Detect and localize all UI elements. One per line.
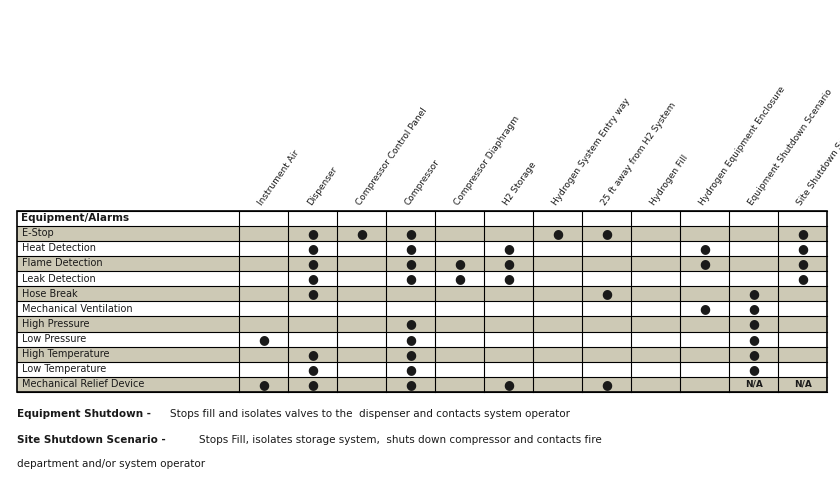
Text: High Pressure: High Pressure [22,319,89,329]
Text: ●: ● [259,333,270,346]
Text: ●: ● [406,242,417,255]
Text: Hose Break: Hose Break [22,289,77,299]
Text: ●: ● [406,363,417,376]
Text: ●: ● [454,272,465,285]
Text: Compressor Diaphragm: Compressor Diaphragm [453,114,522,207]
Text: ●: ● [406,333,417,346]
Text: Compressor Control Panel: Compressor Control Panel [354,106,429,207]
Text: ●: ● [503,257,514,270]
Text: Mechanical Ventilation: Mechanical Ventilation [22,304,133,314]
Text: E-Stop: E-Stop [22,228,54,238]
Text: Site Shutdown Scenario -: Site Shutdown Scenario - [17,435,169,445]
Text: ●: ● [307,257,318,270]
Text: Stops Fill, isolates storage system,  shuts down compressor and contacts fire: Stops Fill, isolates storage system, shu… [200,435,602,445]
Text: ●: ● [406,257,417,270]
Text: ●: ● [797,242,808,255]
Text: ●: ● [259,378,270,391]
Text: Compressor: Compressor [403,157,442,207]
Text: ●: ● [748,302,759,316]
Text: ●: ● [454,257,465,270]
Text: ●: ● [503,378,514,391]
Text: Instrument Air: Instrument Air [256,148,302,207]
Text: ●: ● [406,227,417,240]
Text: Low Pressure: Low Pressure [22,334,86,344]
Text: ●: ● [797,227,808,240]
Text: ●: ● [406,272,417,285]
Text: ●: ● [406,318,417,331]
Text: ●: ● [406,378,417,391]
Text: Stops fill and isolates valves to the  dispenser and contacts system operator: Stops fill and isolates valves to the di… [171,408,570,419]
Text: N/A: N/A [745,380,763,389]
Text: ●: ● [700,302,711,316]
Text: High Temperature: High Temperature [22,349,109,359]
Text: ●: ● [406,348,417,361]
Text: ●: ● [748,348,759,361]
Text: Site Shutdown Scenario: Site Shutdown Scenario [795,113,840,207]
Text: Low Temperature: Low Temperature [22,364,106,374]
Text: ●: ● [503,272,514,285]
Text: ●: ● [748,333,759,346]
Text: ●: ● [307,363,318,376]
Text: Hydrogen System Entry way: Hydrogen System Entry way [550,96,632,207]
Text: ●: ● [307,272,318,285]
Text: ●: ● [307,378,318,391]
Text: ●: ● [307,287,318,300]
Text: ●: ● [700,242,711,255]
Text: ●: ● [601,287,612,300]
Text: Equipment/Alarms: Equipment/Alarms [21,213,129,223]
Text: Flame Detection: Flame Detection [22,258,102,269]
Text: ●: ● [601,378,612,391]
Text: Hydrogen Equipment Enclosure: Hydrogen Equipment Enclosure [697,84,787,207]
Text: Leak Detection: Leak Detection [22,273,96,284]
Text: Dispenser: Dispenser [306,165,339,207]
Text: Heat Detection: Heat Detection [22,243,96,253]
Text: 25 ft away from H2 System: 25 ft away from H2 System [600,101,678,207]
Text: department and/or system operator: department and/or system operator [17,459,205,469]
Text: ●: ● [797,257,808,270]
Text: ●: ● [307,348,318,361]
Text: ●: ● [307,227,318,240]
Text: Mechanical Relief Device: Mechanical Relief Device [22,379,144,390]
Text: ●: ● [797,272,808,285]
Text: ●: ● [700,257,711,270]
Text: ●: ● [601,227,612,240]
Text: ●: ● [356,227,367,240]
Text: ●: ● [503,242,514,255]
Text: N/A: N/A [794,380,811,389]
Text: Equipment Shutdown Scenario: Equipment Shutdown Scenario [747,87,834,207]
Text: Hydrogen Fill: Hydrogen Fill [648,153,690,207]
Text: ●: ● [553,227,564,240]
Text: Equipment Shutdown -: Equipment Shutdown - [17,408,155,419]
Text: ●: ● [748,287,759,300]
Text: ●: ● [307,242,318,255]
Text: H2 Storage: H2 Storage [501,160,538,207]
Text: ●: ● [748,363,759,376]
Text: ●: ● [748,318,759,331]
